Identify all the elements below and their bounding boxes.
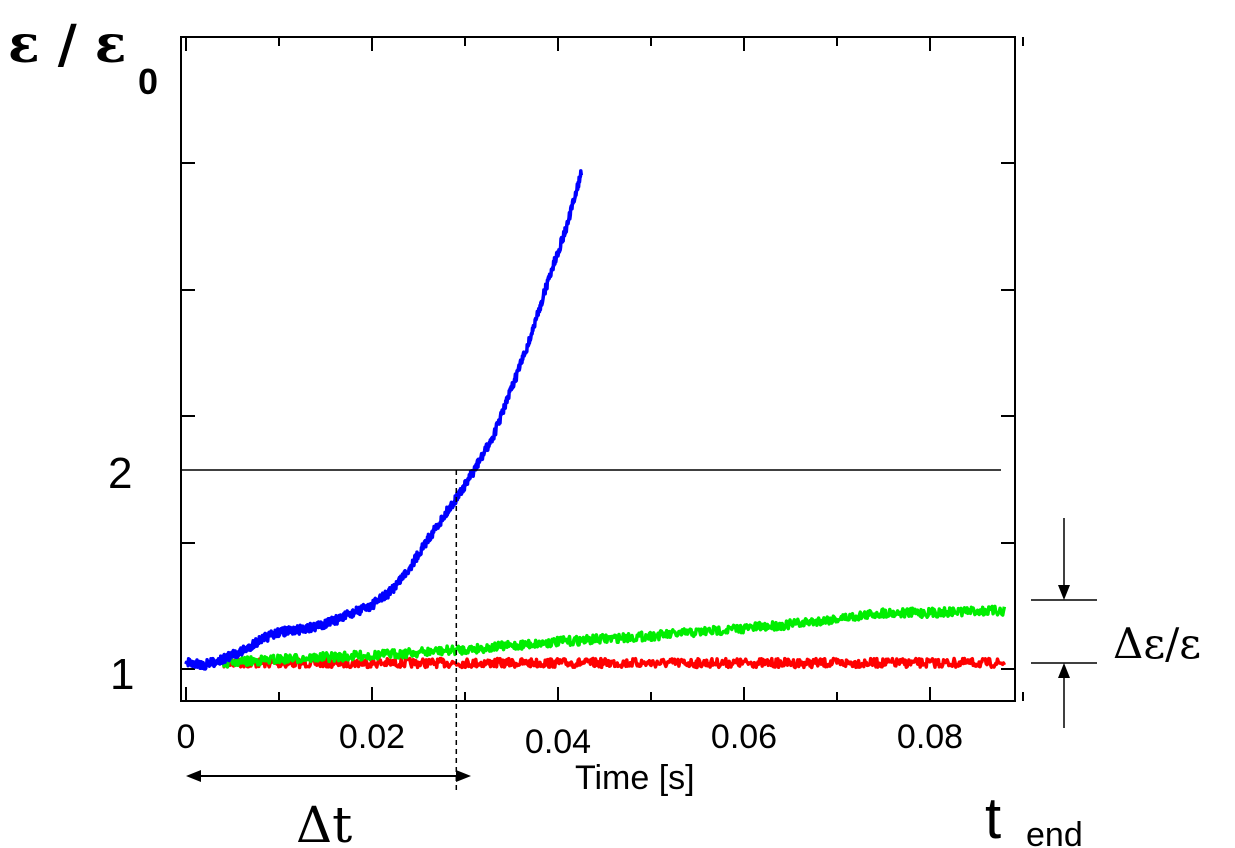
x-tick-label: 0.06 [711, 718, 777, 756]
x-tick-label: 0 [177, 718, 196, 756]
y-axis-title: ε / ε [8, 14, 126, 75]
delta-eps-label: Δε/ε [1113, 619, 1201, 668]
y-axis-title-subscript: 0 [138, 61, 158, 102]
delta-eps-arrowhead-down [1058, 585, 1070, 600]
series-line-blue [184, 169, 584, 671]
t-end-label: t [985, 786, 1001, 848]
plot-area [180, 36, 1016, 702]
delta-t-arrowhead-right [456, 770, 471, 782]
series-line-green [221, 604, 1007, 669]
y-label-1: 1 [110, 650, 134, 699]
x-tick-label: 0.04 [525, 723, 591, 761]
delta-t-arrowhead-left [186, 770, 201, 782]
delta-t-label: Δt [296, 796, 352, 848]
axis-ticks [181, 37, 1024, 701]
x-axis-title: Time [s] [575, 759, 695, 797]
series-layer [184, 169, 1007, 671]
y-label-2: 2 [108, 449, 132, 498]
x-tick-label: 0.02 [339, 718, 405, 756]
delta-eps-arrowhead-up [1058, 663, 1070, 678]
t-end-subscript: end [1026, 816, 1083, 848]
x-tick-label: 0.08 [897, 718, 963, 756]
x-tick-labels: 0 0.02 0.04 0.06 0.08 [177, 718, 964, 761]
